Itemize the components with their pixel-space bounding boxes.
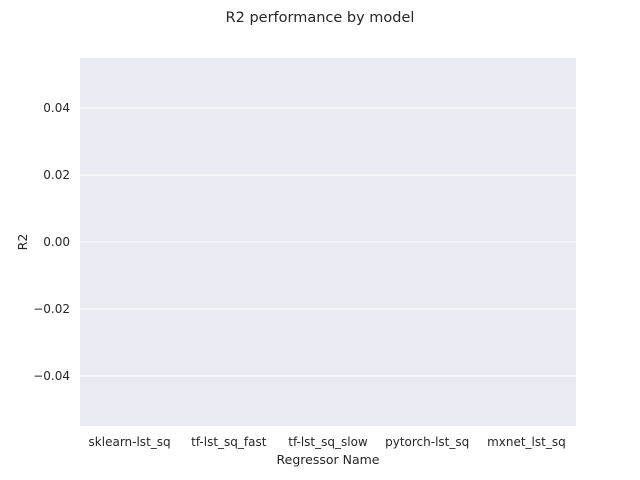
x-tick-label: sklearn-lst_sq [89, 435, 171, 449]
x-tick-label: mxnet_lst_sq [487, 435, 566, 449]
x-tick-label: tf-lst_sq_fast [191, 435, 267, 449]
x-axis-ticks: sklearn-lst_sq tf-lst_sq_fast tf-lst_sq_sl… [89, 435, 566, 449]
y-tick-label: 0.04 [43, 101, 70, 115]
chart-title: R2 performance by model [226, 10, 415, 26]
grid-lines [80, 107, 576, 377]
y-tick-label: 0.02 [43, 168, 70, 182]
y-tick-label: 0.00 [43, 235, 70, 249]
y-axis-label: R2 [15, 234, 30, 251]
x-tick-label: tf-lst_sq_slow [288, 435, 368, 449]
x-tick-label: pytorch-lst_sq [385, 435, 469, 449]
y-axis-ticks: 0.04 0.02 0.00 −0.02 −0.04 [33, 101, 70, 383]
x-axis-label: Regressor Name [277, 452, 380, 467]
y-tick-label: −0.04 [33, 369, 70, 383]
y-tick-label: −0.02 [33, 302, 70, 316]
